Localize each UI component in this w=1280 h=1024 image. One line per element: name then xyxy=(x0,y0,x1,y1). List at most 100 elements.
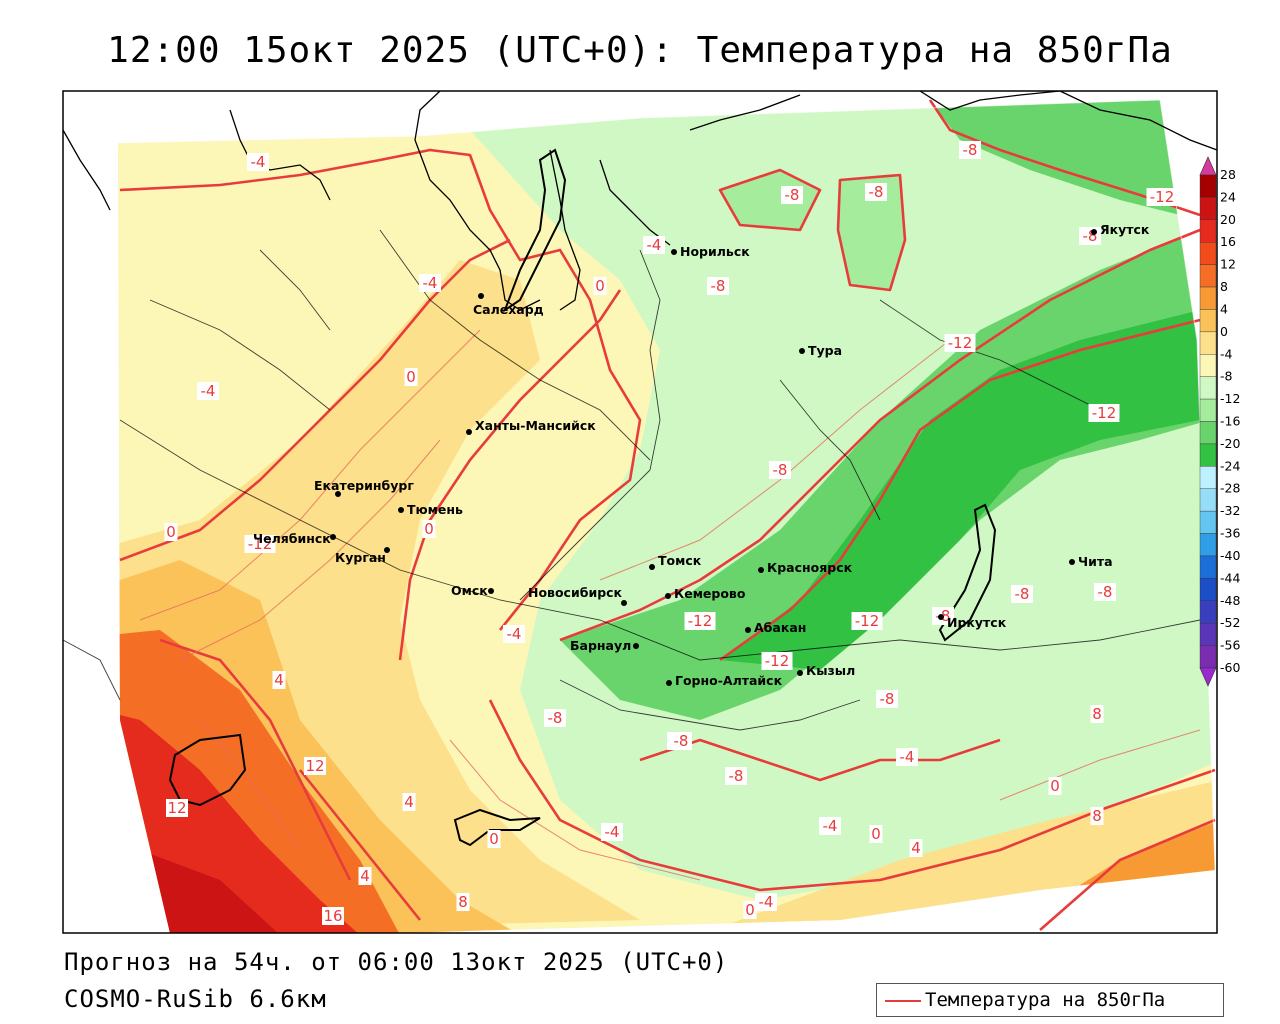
scale-tick-label: -12 xyxy=(1220,391,1240,406)
isotherm-label: -8 xyxy=(959,141,981,159)
city-label: Екатеринбург xyxy=(314,478,414,493)
svg-text:-8: -8 xyxy=(869,183,884,201)
svg-text:-8: -8 xyxy=(1098,583,1113,601)
legend-label: Температура на 850гПа xyxy=(925,989,1166,1011)
isotherm-label: -12 xyxy=(684,612,716,630)
city-label: Абакан xyxy=(754,620,806,635)
city-dot xyxy=(330,534,336,540)
svg-text:-4: -4 xyxy=(647,236,662,254)
isotherm-label: -8 xyxy=(1079,227,1101,245)
city-dot xyxy=(398,507,404,513)
isotherm-label: -8 xyxy=(1011,585,1033,603)
isotherm-label: -8 xyxy=(865,183,887,201)
city-label: Омск xyxy=(451,583,488,598)
scale-tick-label: -16 xyxy=(1220,414,1240,429)
isotherm-label: -4 xyxy=(247,153,269,171)
isotherm-label: -12 xyxy=(244,535,276,553)
city-marker: Горно-Алтайск xyxy=(666,673,783,688)
city-label: Курган xyxy=(335,550,386,565)
city-marker: Тура xyxy=(799,343,842,358)
scale-tick-label: 0 xyxy=(1220,324,1228,339)
thick-borders xyxy=(168,148,997,847)
city-dot xyxy=(666,680,672,686)
scale-tick-label: -4 xyxy=(1220,346,1233,361)
isotherm-label: 12 xyxy=(166,799,188,817)
city-marker: Салехард xyxy=(473,293,544,317)
isotherm-label: -8 xyxy=(769,461,791,479)
city-dot xyxy=(633,643,639,649)
city-dot xyxy=(799,348,805,354)
svg-text:4: 4 xyxy=(911,839,921,857)
city-marker: Тюмень xyxy=(398,502,463,517)
isotherm-label: 0 xyxy=(869,825,883,843)
city-dot xyxy=(671,249,677,255)
scale-tick-label: -56 xyxy=(1220,638,1240,653)
scale-swatch xyxy=(1199,466,1217,489)
scale-tick-label: -44 xyxy=(1220,570,1240,585)
scale-swatch xyxy=(1199,354,1217,377)
map-title: 12:00 15окт 2025 (UTC+0): Температура на… xyxy=(107,30,1173,71)
isotherm-label: 0 xyxy=(487,830,501,848)
city-dot xyxy=(488,588,494,594)
svg-text:-8: -8 xyxy=(548,709,563,727)
isotherm-line-f xyxy=(719,318,1201,662)
isotherm-label: 0 xyxy=(743,901,757,919)
scale-tick-label: 24 xyxy=(1220,189,1236,204)
isotherm-label: -8 xyxy=(1094,583,1116,601)
svg-text:4: 4 xyxy=(360,867,370,885)
map-frame xyxy=(62,90,1218,934)
scale-tick-label: 20 xyxy=(1220,212,1236,227)
region-borders xyxy=(63,229,1201,731)
scale-swatch xyxy=(1199,398,1217,422)
svg-text:0: 0 xyxy=(406,368,416,386)
scale-swatch xyxy=(1199,421,1217,445)
isotherm-label: -4 xyxy=(819,817,841,835)
isotherm-label: 16 xyxy=(322,907,344,925)
scale-swatch xyxy=(1199,174,1217,198)
svg-text:-12: -12 xyxy=(248,535,273,553)
city-dot xyxy=(665,593,671,599)
svg-text:-4: -4 xyxy=(605,823,620,841)
scale-swatch xyxy=(1199,242,1217,265)
city-marker: Красноярск xyxy=(758,560,853,575)
isotherm-labels: -4-8 -8-8-12-8-4-4 0 -8-12-40-12-800-12 -12-… xyxy=(164,141,1178,925)
isotherm-label: 0 xyxy=(404,368,418,386)
city-dot xyxy=(335,491,341,497)
city-dot xyxy=(384,547,390,553)
isotherm-label: 4 xyxy=(909,839,923,857)
city-dot xyxy=(758,567,764,573)
scale-bottom-arrow xyxy=(1199,667,1217,687)
svg-text:4: 4 xyxy=(404,793,414,811)
field-max-sw xyxy=(118,820,280,933)
scale-tick-label: 12 xyxy=(1220,257,1236,272)
svg-text:-8: -8 xyxy=(963,141,978,159)
scale-tick-label: -40 xyxy=(1220,548,1240,563)
svg-text:-8: -8 xyxy=(1015,585,1030,603)
isotherm-label: -4 xyxy=(197,382,219,400)
scale-tick-label: -8 xyxy=(1220,369,1233,384)
isotherm-line-m xyxy=(639,738,1001,782)
city-dot xyxy=(797,670,803,676)
isotherm-label: -12 xyxy=(851,612,883,630)
scale-swatch xyxy=(1199,555,1217,579)
legend-box: Температура на 850гПа xyxy=(876,983,1224,1017)
scale-swatch xyxy=(1199,376,1217,400)
city-marker: Норильск xyxy=(671,244,750,259)
svg-text:0: 0 xyxy=(166,523,176,541)
city-label: Тура xyxy=(808,343,842,358)
thin-isotherm-lines xyxy=(139,329,1201,881)
city-label: Салехард xyxy=(473,302,544,317)
svg-text:16: 16 xyxy=(323,907,342,925)
scale-swatch xyxy=(1199,219,1217,243)
svg-text:-8: -8 xyxy=(711,277,726,295)
isotherm-label: 4 xyxy=(402,793,416,811)
isotherm-line-d xyxy=(488,699,1216,892)
forecast-info: Прогноз на 54ч. от 06:00 13окт 2025 (UTC… xyxy=(64,948,729,976)
svg-text:12: 12 xyxy=(167,799,186,817)
city-label: Томск xyxy=(658,553,702,568)
svg-text:-8: -8 xyxy=(674,732,689,750)
scale-tick-label: 16 xyxy=(1220,234,1236,249)
svg-text:0: 0 xyxy=(595,277,605,295)
isotherm-label: 8 xyxy=(1090,705,1104,723)
city-label: Иркутск xyxy=(947,615,1007,630)
